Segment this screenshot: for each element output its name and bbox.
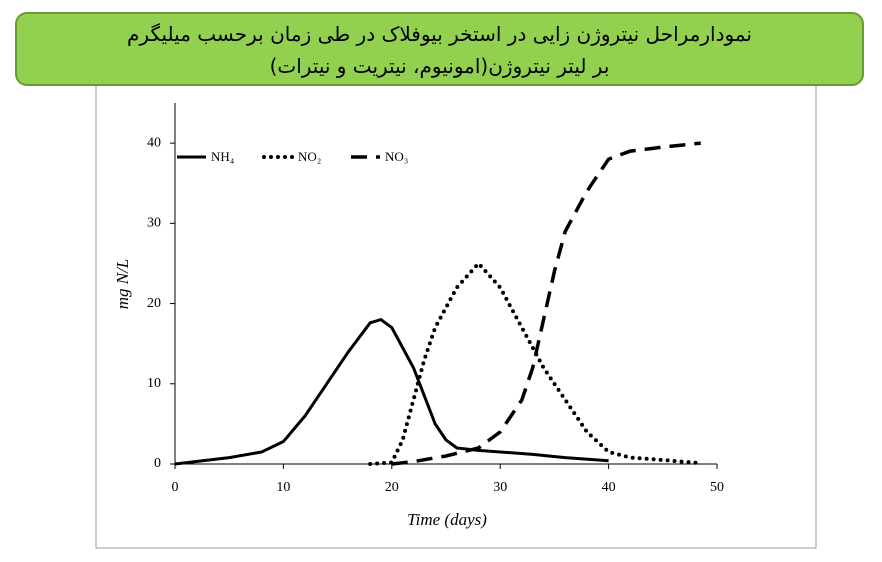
- legend-label: NH₄: [211, 149, 235, 164]
- title-banner: نمودارمراحل نیتروژن زایی در استخر بیوفلا…: [15, 12, 864, 86]
- y-axis-label: mg N/L: [113, 259, 132, 310]
- data-line: [174, 317, 609, 466]
- data-line: [368, 260, 703, 466]
- x-tick-label: 10: [276, 480, 290, 495]
- x-tick-label: 40: [602, 480, 616, 495]
- chart-frame: [95, 82, 817, 549]
- data-line: [391, 141, 701, 466]
- x-axis-label: Time (days): [407, 510, 487, 529]
- title-line: نمودارمراحل نیتروژن زایی در استخر بیوفلا…: [127, 22, 752, 46]
- y-tick-label: 30: [147, 216, 161, 231]
- y-tick-label: 0: [154, 456, 161, 471]
- x-tick-label: 30: [493, 480, 507, 495]
- legend-label: NO₃: [385, 149, 408, 164]
- legend-label: NO₂: [298, 149, 321, 164]
- y-tick-label: 10: [147, 376, 161, 391]
- title-line: بر لیتر نیتروژن(امونیوم، نیتریت و نیترات…: [269, 54, 610, 78]
- x-tick-label: 0: [172, 480, 179, 495]
- y-tick-label: 40: [147, 135, 161, 150]
- x-tick-label: 20: [385, 480, 399, 495]
- x-tick-label: 50: [710, 480, 724, 495]
- y-tick-label: 20: [147, 296, 161, 311]
